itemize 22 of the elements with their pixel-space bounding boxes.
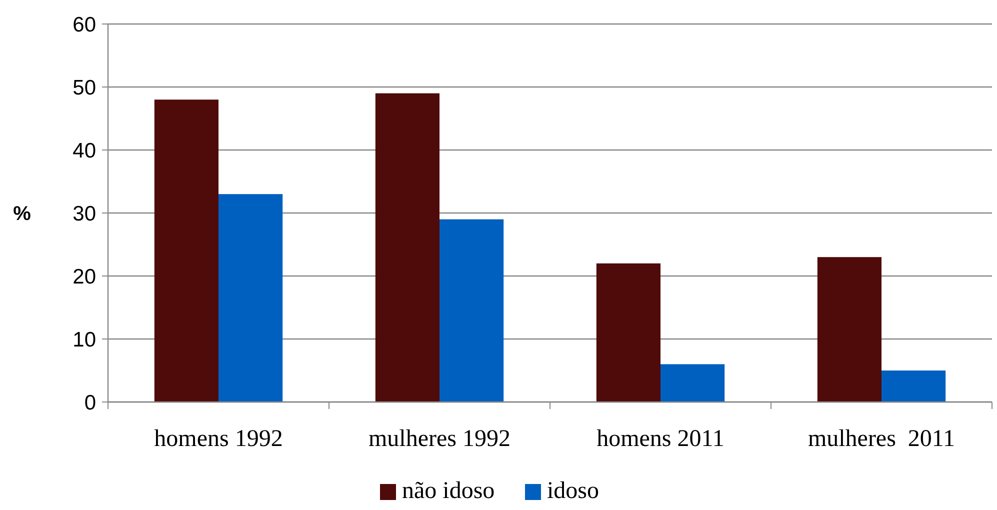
x-tick-label: homens 1992: [154, 426, 283, 452]
bar: [154, 100, 218, 402]
x-tick-label: homens 2011: [596, 426, 724, 452]
bar: [660, 364, 725, 402]
bar: [596, 263, 660, 402]
y-tick-label: 0: [84, 391, 96, 414]
bar: [882, 370, 946, 402]
y-tick-label: 40: [72, 139, 96, 162]
bar: [218, 194, 283, 402]
y-tick-label: 10: [72, 328, 96, 352]
y-axis-title: %: [13, 203, 32, 225]
x-tick-label: mulheres 1992: [368, 426, 510, 452]
legend-label: idoso: [547, 478, 600, 504]
y-tick-label: 60: [72, 13, 96, 36]
legend-label: não idoso: [402, 478, 495, 504]
y-tick-label: 20: [72, 265, 96, 288]
x-tick-label: mulheres 2011: [808, 426, 956, 452]
y-tick-label: 50: [72, 76, 96, 100]
bar: [375, 93, 440, 402]
bar: [817, 257, 882, 402]
y-tick-label: 30: [72, 202, 96, 226]
bar: [440, 219, 504, 402]
